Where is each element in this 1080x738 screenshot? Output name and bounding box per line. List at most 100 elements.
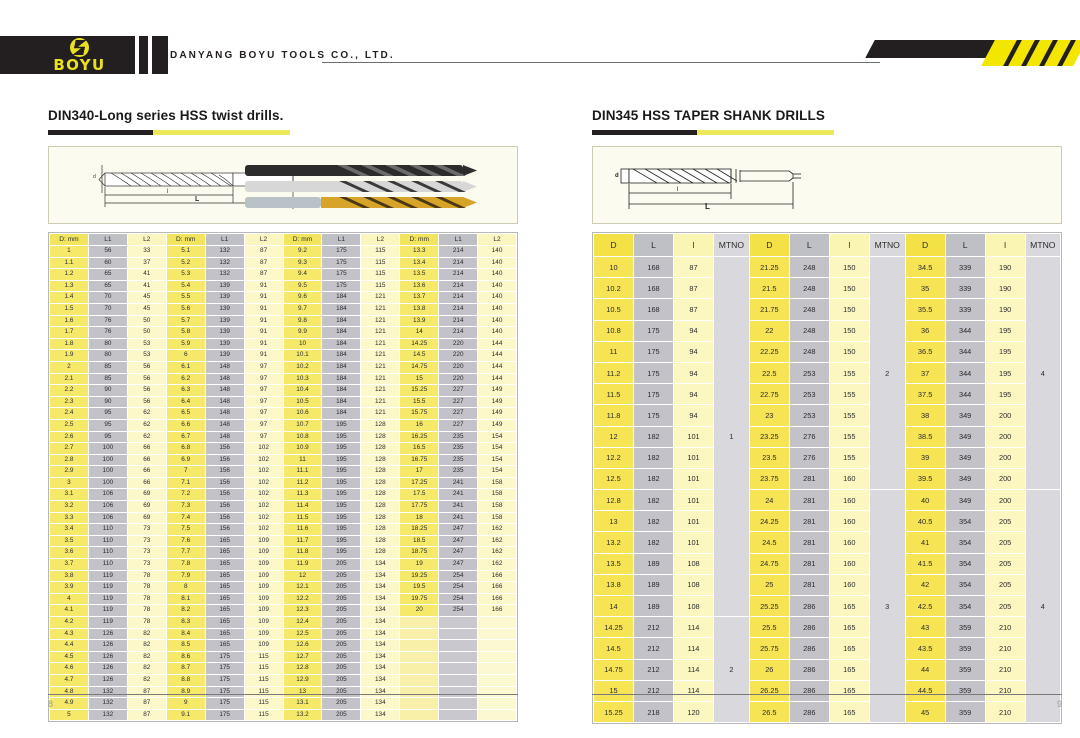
table-cell-empty [438,650,479,664]
table-cell: 23.75 [748,467,790,491]
svg-text:d: d [615,173,619,179]
table-cell: 21.25 [748,255,790,279]
table-cell: 50 [126,326,167,339]
table-cell: 9.1 [165,708,206,722]
table-cell: 210 [984,679,1026,702]
table-cell: 102 [243,476,284,490]
table-cell: 3.1 [49,488,89,502]
table-cell: 195 [321,465,362,478]
table-cell: 166 [477,581,517,594]
right-title-underline-black [592,130,697,135]
table-cell: 3 [49,476,89,490]
col-header-d-2: D: mm [165,233,206,246]
table-cell: 3.6 [49,546,89,560]
table-cell-empty [477,650,517,664]
table-cell: 101 [673,510,714,533]
table-cell: 17.75 [399,500,440,513]
table-cell: 66 [126,442,167,455]
table-cell: 37 [904,361,946,385]
table-cell: 16.5 [399,442,440,455]
table-cell: 128 [360,511,401,525]
table-cell: 22.5 [748,361,790,385]
right-title-underline-yellow [697,130,834,135]
table-cell: 286 [788,700,830,724]
table-cell: 1.8 [49,337,89,351]
table-cell: 165 [204,616,245,629]
table-cell: 359 [944,658,986,681]
table-cell: 190 [984,277,1026,300]
table-cell: 121 [360,291,401,304]
table-cell: 128 [360,453,401,467]
table-cell: 175 [204,650,245,664]
table-cell: 253 [788,361,830,385]
din345-table: D L l MTNO D L l MTNO D L l MTNO 10 168 87… [593,233,1062,724]
table-cell: 45 [126,302,167,316]
table-row: 11 175 94 22.25 248 150 36.5 344 195 [593,340,1061,363]
table-cell: 121 [360,337,401,351]
table-cell: 227 [438,418,479,432]
table-cell: 205 [321,697,362,710]
table-cell: 5.7 [165,314,206,328]
table-cell: 16 [399,418,440,432]
table-cell: 82 [126,662,167,675]
table-cell: 8.6 [165,650,206,664]
table-cell: 110 [87,546,128,560]
table-cell: 101 [673,446,714,469]
table-cell: 22 [748,319,790,342]
table-cell: 281 [788,573,830,597]
table-cell: 235 [438,465,479,478]
table-cell: 1.4 [49,291,89,304]
table-cell: 36.5 [904,340,946,363]
table-cell: 44 [904,658,946,681]
col-header-d-3: D [904,233,946,257]
table-cell: 15.25 [593,700,634,724]
table-cell: 9.5 [282,279,323,293]
table-cell: 134 [360,581,401,594]
table-cell: 10.6 [282,407,323,420]
left-footer-divider [48,694,518,695]
table-row: 1.6 76 50 5.7 139 91 9.8 184 121 13.9 214 140 [49,314,517,328]
table-cell: 175 [321,268,362,281]
table-cell: 16.75 [399,453,440,467]
table-cell: 91 [243,326,284,339]
table-cell: 7.8 [165,558,206,571]
table-cell: 76 [87,314,128,328]
table-cell: 235 [438,442,479,455]
table-cell: 7.7 [165,546,206,560]
table-cell: 87 [243,245,284,258]
table-cell: 160 [828,573,870,597]
table-cell: 156 [204,453,245,467]
table-cell: 94 [673,361,714,385]
table-cell: 108 [673,573,714,597]
table-cell: 220 [438,337,479,351]
table-cell: 66 [126,453,167,467]
table-cell: 97 [243,384,284,397]
table-cell: 110 [87,558,128,571]
table-cell: 13.8 [593,573,634,597]
table-cell: 184 [321,291,362,304]
table-cell: 100 [87,465,128,478]
table-cell: 8.4 [165,627,206,641]
table-cell: 114 [673,658,714,681]
table-cell: 189 [633,573,674,597]
table-cell-empty [438,616,479,629]
table-cell: 182 [633,467,674,491]
table-cell: 156 [204,488,245,502]
table-cell: 227 [438,395,479,409]
table-cell: 149 [477,384,517,397]
table-cell: 11 [593,340,634,363]
table-cell: 62 [126,418,167,432]
table-cell: 354 [944,594,986,618]
table-cell: 139 [204,279,245,293]
table-cell: 19.5 [399,581,440,594]
col-header-l-2: L [788,233,830,257]
table-cell: 195 [321,418,362,432]
table-cell: 175 [321,245,362,258]
table-cell: 344 [944,340,986,363]
table-cell: 65 [87,268,128,281]
table-cell: 162 [477,558,517,571]
table-cell: 100 [87,442,128,455]
table-cell: 281 [788,552,830,575]
table-cell: 50 [126,314,167,328]
table-cell: 205 [984,573,1026,597]
